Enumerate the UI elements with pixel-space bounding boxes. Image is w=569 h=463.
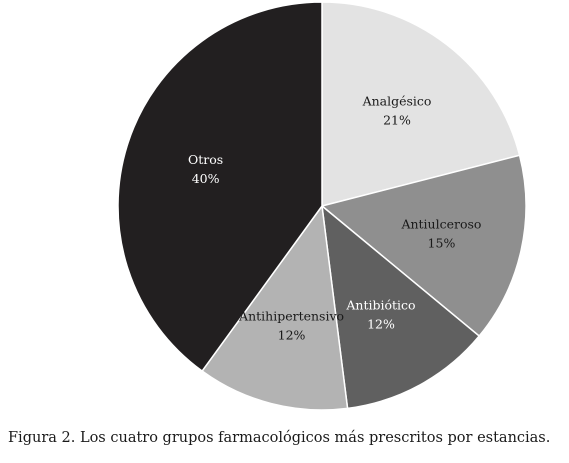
slice-label: Antiulceroso [400, 217, 481, 232]
slice-label: Antihipertensivo [238, 309, 344, 324]
slice-value-label: 21% [383, 112, 411, 127]
slice-value-label: 12% [367, 316, 395, 331]
figure-caption: Figura 2. Los cuatro grupos farmacológic… [8, 430, 551, 446]
slice-label: Otros [188, 152, 223, 167]
slice-label: Analgésico [362, 93, 432, 108]
pie-slice-antibiótico [321, 204, 481, 410]
pie-chart: Analgésico 21% Antiulceroso 15% Antibiótico 1… [117, 1, 527, 411]
slice-value-label: 15% [428, 236, 456, 251]
pie-slice-antihipertensivo [201, 204, 349, 411]
slice-label: Antibiótico [345, 297, 415, 312]
slice-value-label: 12% [278, 328, 306, 343]
pie-slice-analgésico [321, 1, 521, 207]
pie-slice-antiulceroso [320, 154, 527, 338]
slice-value-label: 40% [192, 171, 220, 186]
pie-slice-otros [117, 1, 323, 373]
